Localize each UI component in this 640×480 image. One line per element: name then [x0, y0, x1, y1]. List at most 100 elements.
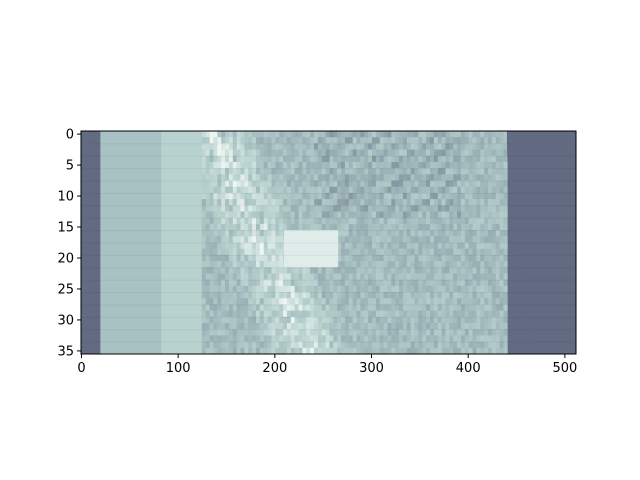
heatmap-cell	[368, 261, 373, 268]
heatmap-cell	[453, 180, 458, 188]
heatmap-cell	[337, 174, 342, 181]
heatmap-cell	[310, 217, 315, 225]
heatmap-cell	[356, 254, 361, 262]
heatmap-cell	[414, 254, 419, 262]
heatmap-cell	[275, 143, 280, 150]
heatmap-cell	[255, 273, 261, 280]
heatmap-cell	[488, 137, 493, 144]
heatmap-cell	[476, 149, 481, 157]
heatmap-cell	[399, 335, 404, 342]
heatmap-cell	[236, 242, 241, 249]
heatmap-cell	[344, 285, 350, 293]
heatmap-cell	[375, 335, 381, 342]
heatmap-cell	[468, 211, 473, 219]
heatmap-cell	[441, 347, 446, 354]
heatmap-cell	[368, 292, 373, 299]
heatmap-cell	[484, 279, 489, 287]
heatmap-cell	[302, 211, 307, 219]
heatmap-cell	[491, 341, 497, 349]
heatmap-cell	[259, 347, 265, 354]
heatmap-cell	[348, 329, 353, 336]
heatmap-cell	[418, 254, 423, 262]
heatmap-cell	[302, 199, 307, 206]
heatmap-cell	[313, 192, 319, 200]
heatmap-cell	[480, 285, 485, 293]
heatmap-cell	[321, 329, 326, 336]
heatmap-cell	[290, 316, 295, 324]
heatmap-cell	[414, 161, 419, 169]
heatmap-cell	[495, 205, 500, 212]
heatmap-cell	[209, 341, 214, 349]
heatmap-cell	[453, 143, 458, 150]
heatmap-cell	[484, 217, 489, 225]
heatmap-cell	[325, 149, 330, 157]
heatmap-cell	[341, 168, 346, 175]
heatmap-cell	[286, 155, 292, 163]
heatmap-cell	[232, 217, 237, 225]
heatmap-region-right-dark-band-row	[527, 310, 576, 318]
heatmap-cell	[252, 273, 257, 280]
heatmap-cell	[364, 161, 369, 169]
heatmap-cell	[364, 223, 369, 231]
heatmap-cell	[410, 211, 415, 219]
heatmap-cell	[228, 161, 234, 169]
heatmap-cell	[271, 199, 276, 206]
heatmap-cell	[267, 347, 272, 354]
heatmap-cell	[383, 323, 388, 330]
heatmap-cell	[267, 329, 272, 336]
heatmap-cell	[457, 192, 462, 200]
heatmap-cell	[271, 180, 276, 188]
heatmap-cell	[495, 341, 500, 349]
heatmap-cell	[387, 223, 392, 231]
heatmap-cell	[205, 254, 210, 262]
heatmap-cell	[449, 155, 454, 163]
heatmap-cell	[259, 192, 265, 200]
heatmap-cell	[333, 161, 338, 169]
heatmap-cell	[221, 310, 226, 318]
heatmap-cell	[271, 254, 276, 262]
heatmap-cell	[422, 285, 427, 293]
heatmap-cell	[348, 310, 353, 318]
heatmap-cell	[395, 155, 400, 163]
heatmap-cell	[453, 248, 458, 256]
heatmap-cell	[259, 242, 265, 249]
heatmap-cell	[205, 279, 210, 287]
heatmap-cell	[333, 174, 338, 181]
heatmap-cell	[472, 279, 477, 287]
heatmap-cell	[333, 285, 338, 293]
heatmap-cell	[348, 223, 353, 231]
heatmap-cell	[263, 254, 268, 262]
heatmap-cell	[290, 180, 295, 188]
heatmap-cell	[491, 310, 497, 318]
heatmap-cell	[213, 267, 218, 274]
heatmap-cell	[217, 205, 222, 212]
heatmap-cell	[240, 205, 245, 212]
heatmap-cell	[449, 168, 454, 175]
heatmap-cell	[325, 174, 330, 181]
heatmap-cell	[283, 335, 288, 342]
heatmap-cell	[302, 329, 307, 336]
heatmap-cell	[430, 329, 435, 336]
heatmap-cell	[263, 174, 268, 181]
heatmap-cell	[449, 347, 454, 354]
heatmap-cell	[472, 155, 477, 163]
heatmap-cell	[372, 254, 377, 262]
heatmap-cell	[375, 199, 381, 206]
heatmap-cell	[433, 186, 439, 194]
heatmap-cell	[449, 217, 454, 225]
heatmap-cell	[372, 335, 377, 342]
heatmap-cell	[453, 254, 458, 262]
heatmap-cell	[495, 310, 500, 318]
heatmap-cell	[472, 143, 477, 150]
heatmap-cell	[437, 279, 442, 287]
heatmap-cell	[271, 137, 276, 144]
heatmap-cell	[391, 168, 396, 175]
heatmap-cell	[317, 329, 323, 336]
heatmap-cell	[325, 273, 330, 280]
heatmap-cell	[395, 217, 400, 225]
heatmap-cell	[356, 298, 361, 305]
heatmap-cell	[306, 186, 311, 194]
heatmap-cell	[399, 292, 404, 299]
heatmap-cell	[468, 149, 473, 157]
heatmap-cell	[232, 230, 237, 237]
